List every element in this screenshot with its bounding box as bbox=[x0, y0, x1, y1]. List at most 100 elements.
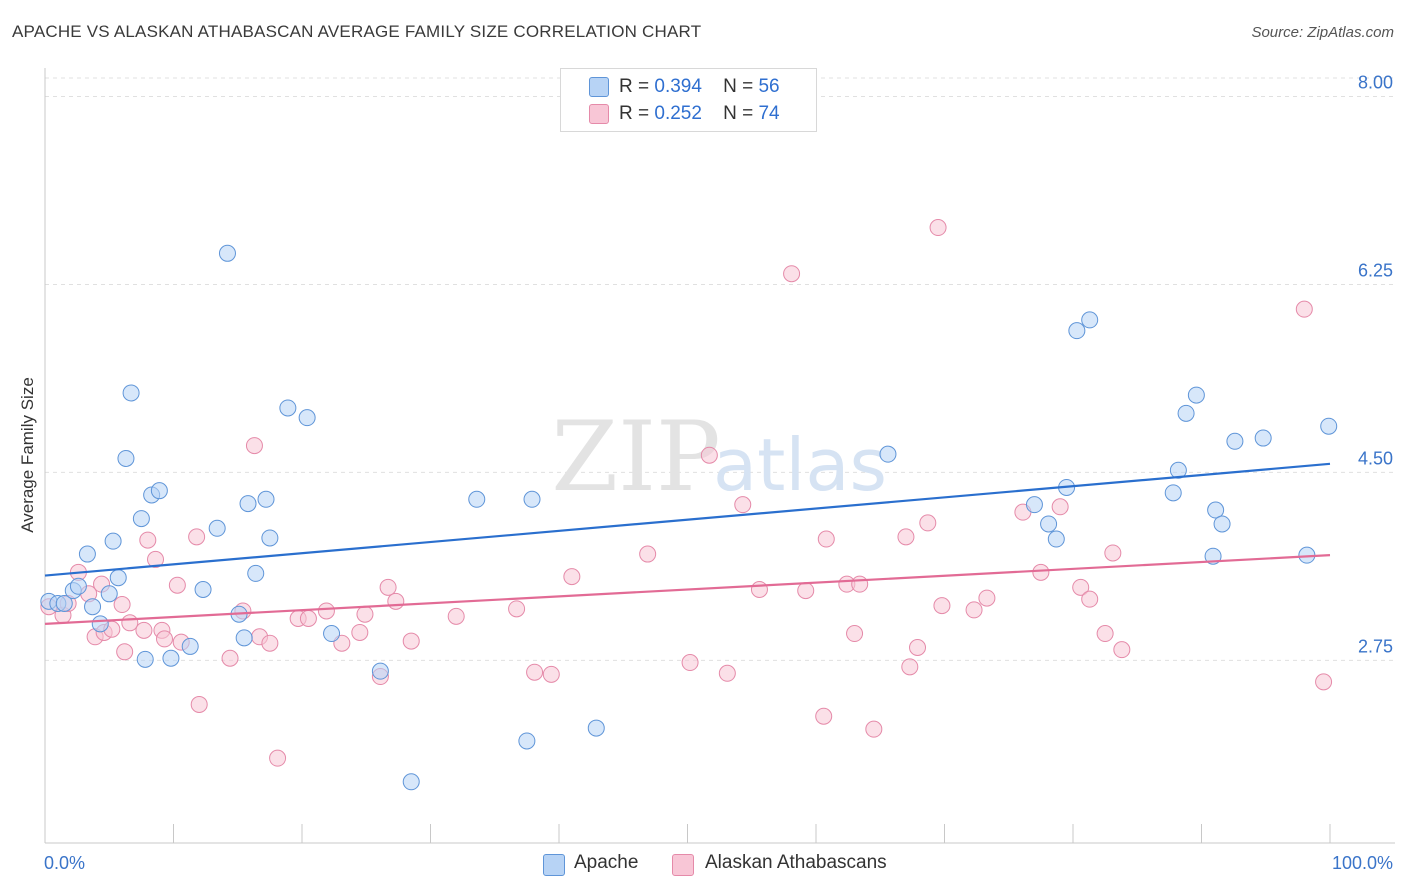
athabascan-point bbox=[387, 592, 405, 610]
athabascan-point bbox=[933, 597, 951, 615]
athabascan-point bbox=[116, 643, 134, 661]
apache-n-label: N = bbox=[723, 76, 754, 97]
athabascan-point bbox=[901, 658, 919, 676]
chart-title: APACHE VS ALASKAN ATHABASCAN AVERAGE FAM… bbox=[12, 22, 702, 41]
apache-point bbox=[132, 510, 150, 528]
athabascan-point bbox=[783, 265, 801, 283]
athabascan-point bbox=[797, 582, 815, 600]
athabascan-point bbox=[909, 639, 927, 657]
apache-point bbox=[323, 625, 341, 643]
apache-point bbox=[298, 409, 316, 427]
apache-r-value: 0.394 bbox=[654, 76, 702, 97]
apache-point bbox=[1187, 386, 1205, 404]
apache-point bbox=[78, 545, 96, 563]
athabascan-point bbox=[865, 720, 883, 738]
athabascan-point bbox=[817, 530, 835, 548]
athabascan-point bbox=[734, 496, 752, 514]
athabascan-point bbox=[681, 654, 699, 672]
apache-point bbox=[1213, 515, 1231, 533]
athabascan-point bbox=[851, 575, 869, 593]
correlation-legend: R = 0.394 N = 56 R = 0.252 N = 74 bbox=[560, 68, 817, 132]
x-tick-label-end: 100.0% bbox=[1332, 853, 1393, 873]
apache-point bbox=[69, 577, 87, 595]
athabascan-point bbox=[317, 602, 335, 620]
athabascan-point bbox=[147, 550, 165, 568]
apache-point bbox=[1169, 461, 1187, 479]
athabascan-point bbox=[156, 630, 174, 648]
apache-stats: R = 0.394 N = 56 bbox=[619, 76, 780, 98]
athabascan-n-value: 74 bbox=[758, 103, 780, 124]
y-tick-label: 6.25 bbox=[1358, 260, 1393, 280]
apache-swatch bbox=[589, 77, 609, 97]
apache-point bbox=[100, 585, 118, 603]
apache-trend-line bbox=[44, 462, 1331, 577]
apache-point bbox=[1226, 432, 1244, 450]
athabascan-point bbox=[190, 695, 208, 713]
athabascan-point bbox=[542, 665, 560, 683]
athabascan-point bbox=[1051, 498, 1069, 516]
athabascan-point bbox=[718, 664, 736, 682]
trend-lines bbox=[44, 462, 1331, 625]
apache-points bbox=[40, 244, 1338, 791]
y-tick-label: 2.75 bbox=[1358, 636, 1393, 656]
athabascan-point bbox=[919, 514, 937, 532]
apache-point bbox=[587, 719, 605, 737]
bottom-legend-apache: Apache bbox=[574, 852, 639, 873]
athabascan-point bbox=[245, 437, 263, 455]
athabascan-point bbox=[978, 589, 996, 607]
apache-point bbox=[1177, 404, 1195, 422]
apache-point bbox=[371, 662, 389, 680]
athabascan-point bbox=[139, 531, 157, 549]
y-tick-label: 8.00 bbox=[1358, 72, 1393, 92]
y-tick-label: 4.50 bbox=[1358, 448, 1393, 468]
tick-labels: 2.75 4.50 6.25 8.00 0.0% 100.0% bbox=[44, 72, 1393, 873]
apache-point bbox=[1068, 322, 1086, 340]
apache-point bbox=[136, 650, 154, 668]
apache-point bbox=[218, 244, 236, 262]
apache-point bbox=[104, 532, 122, 550]
y-axis-label: Average Family Size bbox=[18, 377, 37, 533]
apache-point bbox=[150, 482, 168, 500]
athabascan-point bbox=[168, 576, 186, 594]
athabascan-point bbox=[700, 446, 718, 464]
watermark-zip: ZIP bbox=[551, 401, 720, 513]
watermark-atlas: atlas bbox=[713, 423, 887, 507]
athabascan-point bbox=[1081, 590, 1099, 608]
bottom-legend-athabascan-swatch bbox=[672, 854, 694, 876]
athabascan-point bbox=[351, 623, 369, 641]
apache-point bbox=[1254, 429, 1272, 447]
athabascan-point bbox=[1096, 625, 1114, 643]
x-tick-label-start: 0.0% bbox=[44, 853, 85, 873]
apache-point bbox=[1320, 417, 1338, 435]
apache-point bbox=[117, 449, 135, 467]
source-label: Source: ZipAtlas.com bbox=[1251, 24, 1394, 41]
apache-point bbox=[235, 629, 253, 647]
apache-point bbox=[468, 490, 486, 508]
apache-point bbox=[247, 564, 265, 582]
athabascan-point bbox=[897, 528, 915, 546]
athabascan-point bbox=[1315, 673, 1333, 691]
athabascan-point bbox=[356, 605, 374, 623]
athabascan-point bbox=[1072, 578, 1090, 596]
apache-r-label: R = bbox=[619, 76, 650, 97]
athabascan-point bbox=[1032, 563, 1050, 581]
athabascan-point bbox=[447, 607, 465, 625]
athabascan-point bbox=[1295, 300, 1313, 318]
bottom-legend-apache-swatch bbox=[543, 854, 565, 876]
apache-point bbox=[1207, 501, 1225, 519]
athabascan-point bbox=[135, 621, 153, 639]
athabascan-point bbox=[815, 707, 833, 725]
apache-point bbox=[879, 445, 897, 463]
athabascan-point bbox=[269, 749, 287, 767]
athabascan-point bbox=[121, 614, 139, 632]
athabascan-point bbox=[221, 649, 239, 667]
athabascan-point bbox=[965, 601, 983, 619]
athabascan-point bbox=[526, 663, 544, 681]
athabascan-point bbox=[113, 596, 131, 614]
apache-point bbox=[279, 399, 297, 417]
apache-point bbox=[1025, 496, 1043, 514]
apache-point bbox=[181, 637, 199, 655]
athabascan-point bbox=[261, 634, 279, 652]
athabascan-swatch bbox=[589, 104, 609, 124]
apache-point bbox=[55, 594, 73, 612]
